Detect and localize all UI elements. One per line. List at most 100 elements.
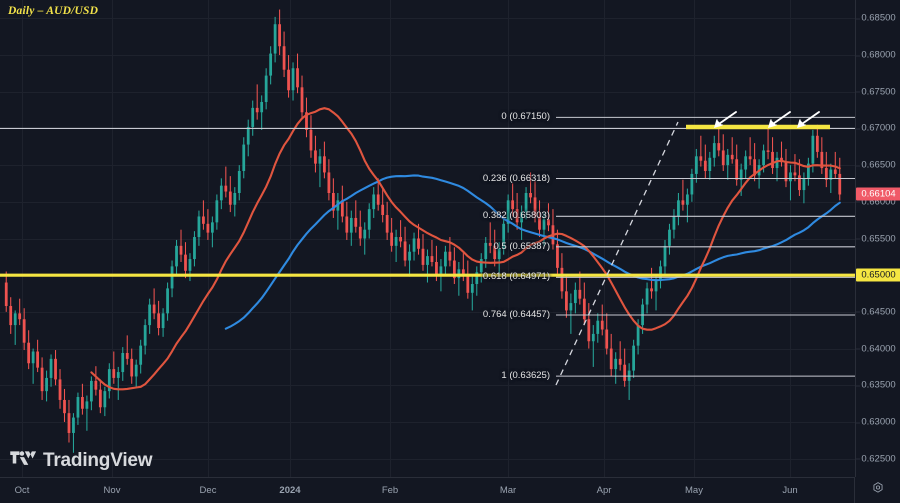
fibonacci-level-label: 0.618 (0.64971) bbox=[482, 271, 550, 283]
candle-body bbox=[618, 358, 622, 365]
candle-body bbox=[278, 24, 281, 47]
candle-body bbox=[152, 304, 156, 314]
gridline-horizontal bbox=[0, 458, 855, 460]
candle-body bbox=[470, 284, 474, 293]
candle-body bbox=[9, 306, 13, 326]
candle-body bbox=[237, 170, 241, 194]
candle-body bbox=[645, 288, 649, 305]
candle-body bbox=[331, 193, 335, 211]
candle-body bbox=[157, 313, 160, 329]
gridline-horizontal bbox=[0, 55, 855, 56]
candle-body bbox=[435, 261, 438, 276]
candle-body bbox=[744, 156, 748, 170]
chart-plot-area[interactable]: Daily – AUD/USD 0 (0.67150) 0.236 (0.6631… bbox=[0, 0, 855, 477]
candle-body bbox=[228, 191, 232, 205]
candle-body bbox=[367, 209, 371, 230]
candle-body bbox=[811, 135, 815, 164]
candle-body bbox=[296, 68, 299, 88]
candle-body bbox=[273, 24, 277, 54]
price-axis[interactable]: 0.68500 0.68000 0.67500 0.67000 0.66500 0.660… bbox=[855, 0, 900, 477]
candle-body bbox=[381, 204, 385, 216]
candle-body bbox=[246, 126, 250, 145]
gridline-vertical bbox=[112, 0, 113, 477]
price-tick-label: 0.67000 bbox=[856, 123, 900, 134]
time-axis[interactable]: OctNovDec2024FebMarAprMayJunJul bbox=[0, 477, 900, 503]
gridline-horizontal bbox=[0, 18, 855, 20]
candle-body bbox=[408, 251, 411, 261]
candle-body bbox=[130, 358, 134, 377]
settings-gear-icon[interactable] bbox=[871, 481, 884, 499]
candle-body bbox=[125, 352, 129, 359]
candle-body bbox=[578, 289, 582, 299]
price-tick-mark bbox=[856, 201, 860, 203]
price-tick-label: 0.63000 bbox=[856, 417, 900, 428]
price-tick-mark bbox=[856, 165, 860, 167]
candle-body bbox=[134, 364, 138, 377]
candle-body bbox=[650, 288, 653, 292]
candle-body bbox=[291, 68, 295, 91]
candle-body bbox=[233, 193, 237, 205]
candle-body bbox=[161, 313, 165, 329]
candle-body bbox=[107, 369, 111, 392]
candle-body bbox=[85, 401, 89, 409]
candle-body bbox=[394, 237, 398, 246]
candle-body bbox=[206, 223, 210, 233]
gridline-vertical bbox=[290, 0, 291, 477]
fibonacci-level-label: 0.382 (0.65803) bbox=[482, 210, 550, 222]
price-tick-label: 0.66500 bbox=[856, 160, 900, 171]
candle-body bbox=[22, 319, 26, 343]
candle-body bbox=[502, 223, 506, 249]
candle-body bbox=[340, 200, 344, 217]
candle-body bbox=[139, 345, 143, 365]
gridline-horizontal bbox=[0, 91, 855, 93]
candle-body bbox=[600, 320, 604, 330]
ascending-dashed-trendline[interactable] bbox=[555, 121, 679, 386]
candle-body bbox=[560, 267, 564, 292]
tradingview-watermark: TradingView bbox=[10, 450, 153, 472]
candle-body bbox=[448, 251, 452, 261]
time-tick-label: May bbox=[685, 485, 703, 496]
candle-body bbox=[67, 413, 71, 433]
candle-body bbox=[76, 397, 80, 418]
candle-body bbox=[793, 172, 797, 176]
candle-body bbox=[197, 216, 201, 238]
axis-settings-corner[interactable] bbox=[854, 477, 900, 503]
candle-body bbox=[609, 348, 613, 370]
price-tick-label: 0.64000 bbox=[856, 343, 900, 354]
price-tick-mark bbox=[856, 238, 860, 240]
candle-body bbox=[524, 193, 528, 213]
candle-body bbox=[269, 53, 273, 76]
fibonacci-level-label: 1 (0.63625) bbox=[501, 370, 550, 382]
candle-body bbox=[605, 329, 609, 349]
candle-body bbox=[81, 397, 84, 409]
fibonacci-retracement-lines[interactable] bbox=[556, 116, 855, 377]
candle-body bbox=[569, 303, 573, 311]
gridline-vertical bbox=[508, 0, 509, 477]
annotation-arrows bbox=[713, 111, 820, 129]
candle-body bbox=[833, 169, 837, 174]
candle-body bbox=[838, 173, 842, 195]
price-tick-mark bbox=[856, 385, 860, 387]
candle-body bbox=[439, 266, 443, 276]
candle-body bbox=[730, 154, 734, 160]
candle-body bbox=[538, 216, 541, 230]
candle-body bbox=[188, 259, 192, 271]
candle-body bbox=[699, 156, 703, 161]
candle-body bbox=[815, 135, 819, 152]
candle-body bbox=[426, 256, 429, 265]
candle-body bbox=[632, 345, 636, 371]
candle-body bbox=[820, 151, 824, 169]
candle-body bbox=[31, 351, 35, 364]
candle-body bbox=[184, 254, 187, 271]
candle-body bbox=[166, 288, 169, 314]
price-tick-mark bbox=[856, 128, 860, 130]
gridline-horizontal bbox=[0, 422, 855, 423]
price-tick-label: 0.66000 bbox=[856, 196, 900, 207]
gridline-vertical bbox=[604, 0, 605, 477]
time-tick-label: Nov bbox=[103, 485, 121, 496]
candle-body bbox=[542, 219, 546, 230]
candle-body bbox=[636, 325, 640, 346]
tradingview-logo-icon bbox=[10, 450, 37, 472]
price-tick-mark bbox=[856, 55, 860, 56]
candle-body bbox=[305, 112, 308, 130]
